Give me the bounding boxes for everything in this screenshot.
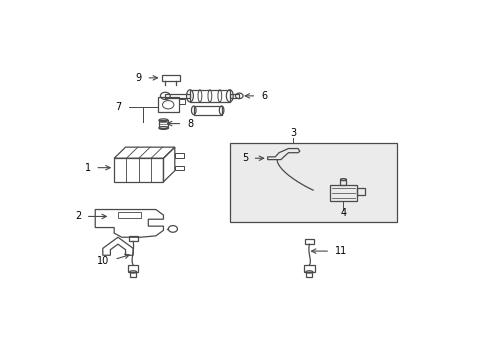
Text: 2: 2	[75, 211, 81, 221]
Text: 5: 5	[241, 153, 247, 163]
Bar	[305, 272, 312, 278]
Bar	[128, 236, 138, 242]
Bar	[229, 94, 239, 98]
Bar	[127, 265, 138, 272]
Text: 3: 3	[289, 128, 296, 138]
Bar	[193, 106, 221, 114]
Bar	[229, 143, 396, 222]
Bar	[340, 180, 346, 185]
Text: 11: 11	[334, 246, 346, 256]
Bar	[304, 265, 314, 272]
Text: 4: 4	[340, 208, 346, 218]
Text: 9: 9	[136, 73, 142, 83]
Bar	[165, 94, 189, 98]
Text: 7: 7	[115, 102, 122, 112]
Bar	[356, 188, 365, 195]
Text: 6: 6	[261, 91, 267, 101]
Bar	[158, 97, 178, 112]
Bar	[130, 272, 136, 278]
Bar	[304, 239, 313, 244]
Text: 8: 8	[186, 118, 193, 129]
Bar	[189, 90, 229, 102]
Text: 10: 10	[97, 256, 109, 266]
Bar	[329, 185, 356, 201]
Text: 1: 1	[84, 163, 90, 173]
Bar	[159, 120, 168, 128]
Bar	[161, 75, 180, 81]
Bar	[178, 99, 185, 104]
